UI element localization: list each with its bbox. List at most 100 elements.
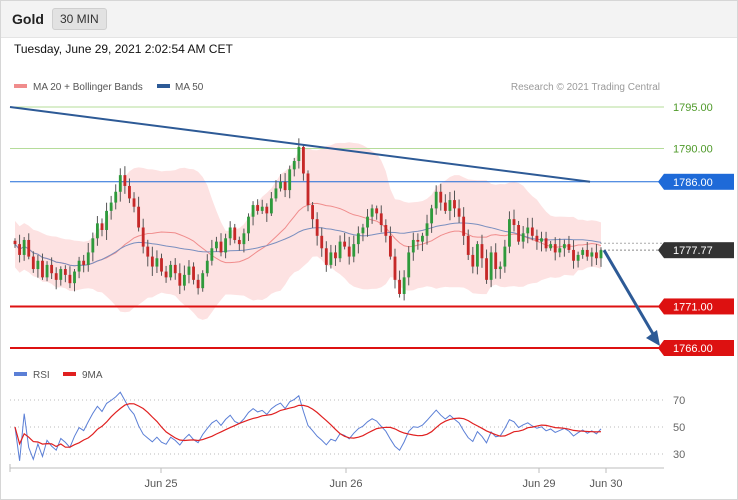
ma50-line [14, 222, 602, 267]
x-axis: Jun 25 Jun 26 Jun 29 Jun 30 [9, 464, 623, 490]
candle-body [503, 246, 507, 267]
candle-body [315, 219, 319, 236]
candle-body [73, 271, 76, 284]
candle-body [471, 254, 475, 267]
candle-body [526, 227, 530, 234]
support-label-box [664, 298, 734, 315]
candle-body [494, 252, 498, 270]
candle-body [453, 200, 456, 209]
candle-body [558, 248, 562, 253]
candle-body [77, 260, 81, 272]
support-label: 1766.00 [673, 343, 713, 355]
candle-body [13, 240, 17, 245]
candlesticks [13, 138, 603, 301]
last-price-label: 1777.77 [673, 245, 713, 257]
candle-body [595, 252, 598, 259]
legend-swatch-ma20 [14, 84, 27, 88]
bollinger-band-area [15, 142, 601, 320]
legend-9ma-label: 9MA [82, 370, 103, 381]
candle-body [384, 225, 388, 236]
candle-body [462, 216, 466, 236]
legend-ma20-label: MA 20 + Bollinger Bands [33, 82, 143, 93]
candle-body [247, 216, 250, 234]
candle-body [210, 248, 214, 261]
candle-body [18, 244, 21, 255]
candle-body [215, 241, 218, 249]
header-bar: Gold 30 MIN [1, 1, 737, 38]
candle-body [132, 198, 136, 207]
candle-body [567, 244, 571, 250]
candle-body [457, 208, 461, 217]
candle-body [430, 208, 434, 224]
candle-body [100, 223, 104, 230]
candle-body [443, 202, 447, 211]
descending-trendline [9, 106, 591, 183]
candle-body [338, 241, 342, 259]
candle-body [530, 227, 534, 236]
support-label-box [664, 340, 734, 356]
candle-body [512, 219, 516, 226]
candle-body [553, 244, 557, 253]
candle-body [187, 266, 191, 275]
candle-body [402, 277, 406, 294]
candle-body [219, 241, 223, 253]
candle-body [82, 260, 86, 265]
rsi-tick-label: 50 [673, 422, 685, 434]
candle-body [297, 146, 301, 162]
candle-body [292, 161, 296, 170]
legend-swatch-ma50 [157, 84, 170, 88]
candle-body [173, 264, 177, 274]
candle-body [251, 205, 255, 217]
candle-body [233, 227, 237, 240]
candle-body [22, 239, 26, 255]
candle-body [36, 260, 40, 270]
candle-body [517, 225, 521, 242]
pivot-label-box [664, 173, 734, 190]
candle-body [160, 258, 163, 272]
candle-body [164, 271, 168, 278]
legend-ma50-label: MA 50 [175, 82, 204, 93]
candle-body [31, 256, 35, 270]
rsi-lines [14, 391, 602, 461]
candle-body [576, 254, 580, 261]
candle-body [68, 274, 72, 284]
candle-body [343, 241, 347, 247]
candle-body [50, 264, 54, 274]
forecast-arrow-head [646, 330, 660, 346]
candle-body [416, 239, 420, 242]
candle-body [329, 252, 333, 265]
candle-body [27, 239, 31, 257]
candle-body [274, 188, 278, 199]
rsi-ma-line [14, 403, 602, 448]
candle-body [334, 252, 337, 259]
candle-body [311, 205, 314, 220]
candle-body [599, 250, 603, 259]
candle-body [375, 208, 379, 214]
candle-body [572, 249, 575, 261]
candle-body [434, 191, 438, 209]
timeframe-button[interactable]: 30 MIN [52, 8, 107, 30]
candle-body [256, 205, 260, 211]
candle-body [439, 191, 443, 203]
candle-body [407, 252, 411, 278]
pivot-label: 1786.00 [673, 177, 713, 189]
candle-body [562, 244, 566, 249]
candle-body [535, 235, 539, 242]
candle-body [352, 244, 356, 257]
x-tick-label: Jun 30 [589, 478, 622, 490]
candle-body [489, 252, 493, 280]
candle-body [306, 173, 310, 206]
candle-body [370, 208, 374, 217]
candle-body [54, 273, 58, 280]
price-levels [10, 106, 664, 349]
candle-body [544, 238, 548, 249]
candle-body [411, 239, 415, 253]
candle-body [41, 260, 44, 278]
candle-body [425, 223, 429, 236]
candle-body [480, 244, 484, 259]
candle-body [63, 269, 67, 275]
candle-body [448, 200, 452, 211]
candle-body [265, 206, 269, 214]
candle-body [205, 260, 209, 274]
candle-body [356, 233, 360, 245]
